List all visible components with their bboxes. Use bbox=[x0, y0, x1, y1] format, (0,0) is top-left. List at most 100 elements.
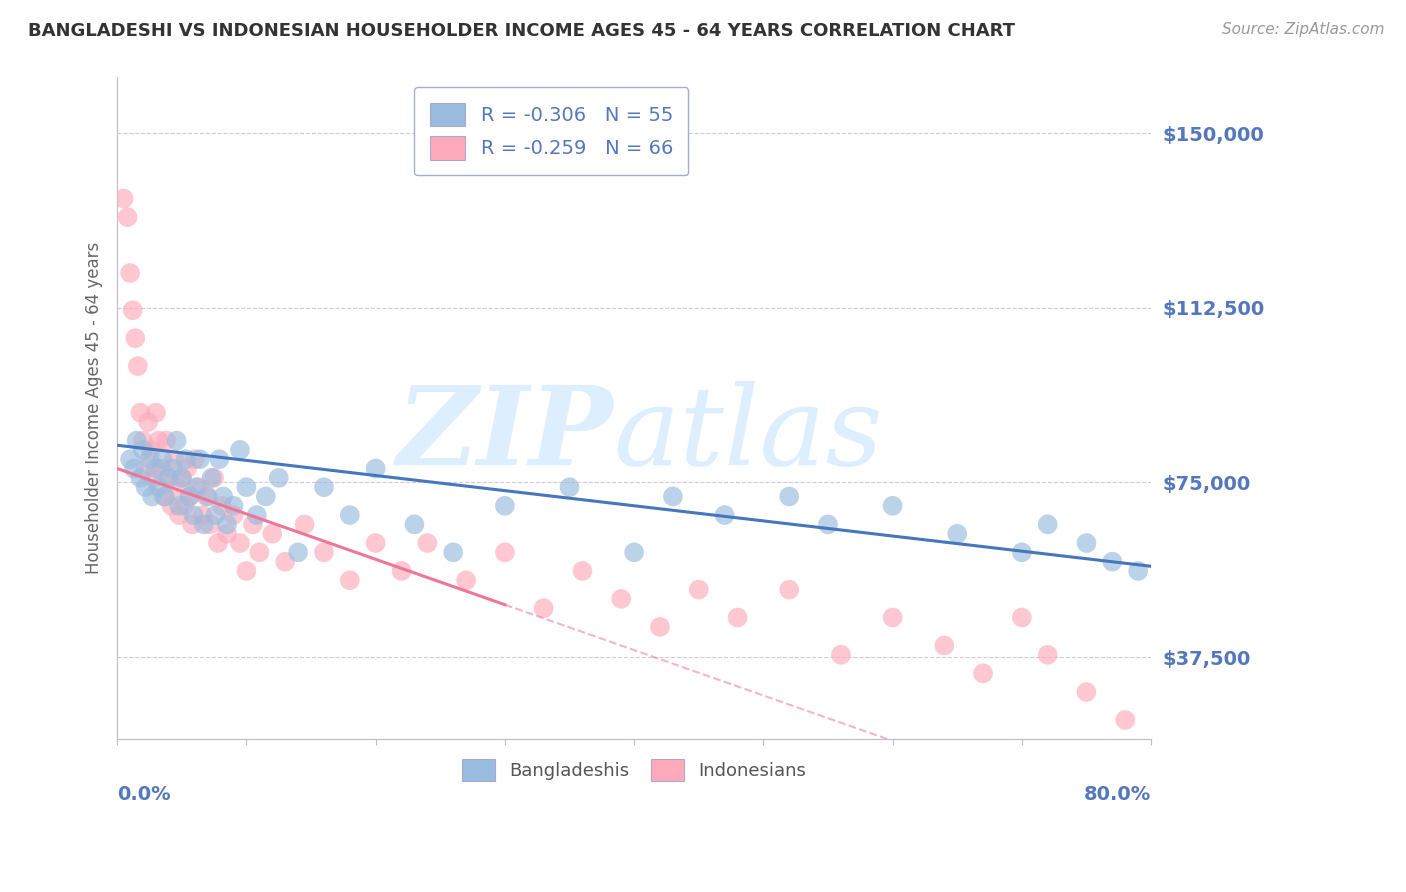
Point bbox=[167, 499, 190, 513]
Legend: Bangladeshis, Indonesians: Bangladeshis, Indonesians bbox=[449, 745, 820, 796]
Point bbox=[167, 508, 190, 522]
Point bbox=[176, 461, 198, 475]
Point bbox=[129, 471, 152, 485]
Point bbox=[287, 545, 309, 559]
Point bbox=[235, 480, 257, 494]
Point bbox=[200, 471, 222, 485]
Point bbox=[142, 471, 165, 485]
Point bbox=[145, 406, 167, 420]
Point bbox=[533, 601, 555, 615]
Point bbox=[882, 499, 904, 513]
Point bbox=[160, 499, 183, 513]
Point bbox=[145, 461, 167, 475]
Point bbox=[1076, 536, 1098, 550]
Text: atlas: atlas bbox=[613, 381, 883, 488]
Point bbox=[1036, 517, 1059, 532]
Text: 80.0%: 80.0% bbox=[1084, 785, 1152, 804]
Point bbox=[188, 452, 211, 467]
Point bbox=[312, 480, 335, 494]
Point bbox=[117, 210, 139, 224]
Point bbox=[274, 555, 297, 569]
Text: Source: ZipAtlas.com: Source: ZipAtlas.com bbox=[1222, 22, 1385, 37]
Point bbox=[153, 490, 176, 504]
Point bbox=[162, 461, 184, 475]
Point bbox=[688, 582, 710, 597]
Point bbox=[946, 526, 969, 541]
Point bbox=[127, 359, 149, 373]
Point bbox=[972, 666, 994, 681]
Point bbox=[195, 490, 218, 504]
Point bbox=[136, 415, 159, 429]
Point bbox=[129, 406, 152, 420]
Point bbox=[662, 490, 685, 504]
Point bbox=[215, 526, 238, 541]
Point bbox=[817, 517, 839, 532]
Point bbox=[148, 480, 170, 494]
Point bbox=[558, 480, 581, 494]
Point bbox=[152, 490, 174, 504]
Point bbox=[204, 508, 226, 522]
Point bbox=[112, 192, 135, 206]
Point bbox=[148, 434, 170, 448]
Point bbox=[246, 508, 269, 522]
Point bbox=[934, 639, 956, 653]
Point bbox=[141, 490, 163, 504]
Point bbox=[163, 452, 186, 467]
Point bbox=[778, 582, 800, 597]
Point bbox=[125, 434, 148, 448]
Point bbox=[1036, 648, 1059, 662]
Text: BANGLADESHI VS INDONESIAN HOUSEHOLDER INCOME AGES 45 - 64 YEARS CORRELATION CHAR: BANGLADESHI VS INDONESIAN HOUSEHOLDER IN… bbox=[28, 22, 1015, 40]
Point bbox=[135, 461, 157, 475]
Point bbox=[157, 471, 180, 485]
Point bbox=[364, 461, 387, 475]
Point bbox=[247, 545, 270, 559]
Point bbox=[571, 564, 593, 578]
Point bbox=[166, 434, 188, 448]
Point bbox=[267, 471, 290, 485]
Point bbox=[494, 545, 516, 559]
Point bbox=[155, 434, 177, 448]
Point bbox=[150, 461, 173, 475]
Point bbox=[456, 574, 478, 588]
Point bbox=[170, 471, 193, 485]
Point bbox=[404, 517, 426, 532]
Point bbox=[610, 591, 633, 606]
Point bbox=[222, 508, 245, 522]
Point bbox=[197, 490, 219, 504]
Point bbox=[623, 545, 645, 559]
Point bbox=[174, 452, 197, 467]
Point bbox=[152, 452, 174, 467]
Point bbox=[212, 490, 235, 504]
Point bbox=[132, 434, 155, 448]
Point bbox=[208, 452, 231, 467]
Point bbox=[229, 536, 252, 550]
Point bbox=[1101, 555, 1123, 569]
Text: 0.0%: 0.0% bbox=[117, 785, 170, 804]
Point bbox=[648, 620, 671, 634]
Point bbox=[187, 480, 209, 494]
Point bbox=[120, 266, 142, 280]
Point bbox=[132, 442, 155, 457]
Point bbox=[173, 499, 195, 513]
Point bbox=[494, 499, 516, 513]
Point bbox=[184, 480, 207, 494]
Point bbox=[713, 508, 735, 522]
Point bbox=[1128, 564, 1150, 578]
Point bbox=[170, 471, 193, 485]
Point bbox=[200, 517, 222, 532]
Point bbox=[120, 452, 142, 467]
Point bbox=[179, 490, 201, 504]
Point bbox=[193, 517, 215, 532]
Point bbox=[166, 480, 188, 494]
Point bbox=[441, 545, 464, 559]
Point bbox=[1076, 685, 1098, 699]
Point bbox=[294, 517, 316, 532]
Point bbox=[191, 508, 214, 522]
Point bbox=[122, 461, 145, 475]
Point bbox=[215, 517, 238, 532]
Point bbox=[229, 442, 252, 457]
Point bbox=[135, 480, 157, 494]
Point bbox=[121, 303, 143, 318]
Point bbox=[184, 452, 207, 467]
Point bbox=[339, 508, 361, 522]
